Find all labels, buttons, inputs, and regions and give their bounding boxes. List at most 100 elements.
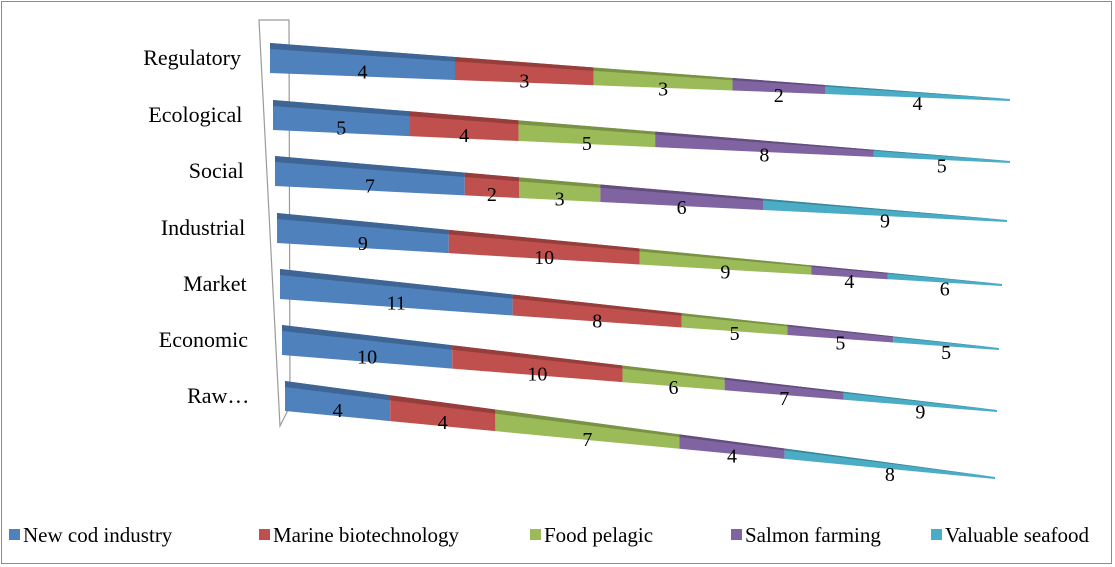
data-label-social-valuable-seafood: 9: [880, 211, 890, 233]
data-label-economic-marine-biotechnology: 10: [527, 363, 547, 385]
data-label-regulatory-salmon-farming: 2: [774, 85, 784, 107]
category-labels: Regulatory Ecological Social Industrial Mark…: [143, 45, 249, 408]
data-label-social-food-pelagic: 3: [555, 188, 565, 210]
bar-face-industrial-food-pelagic: [639, 248, 812, 267]
bar-ecological-food-pelagic: [518, 120, 656, 148]
bar-economic-food-pelagic: [622, 365, 725, 391]
bar-face-market-food-pelagic: [681, 313, 788, 327]
bar-face-industrial-new-cod-industry: [277, 213, 449, 235]
bar-face-economic-marine-biotechnology: [452, 345, 623, 369]
data-label-regulatory-marine-biotechnology: 3: [519, 70, 529, 92]
category-label-social: Social: [189, 158, 244, 183]
data-label-regulatory-new-cod-industry: 4: [358, 61, 368, 83]
bar-face-ecological-food-pelagic: [518, 120, 656, 135]
category-label-raw: Raw…: [187, 383, 249, 408]
data-label-raw-new-cod-industry: 4: [333, 400, 343, 422]
bar-face-raw-marine-biotechnology: [390, 395, 496, 414]
data-label-regulatory-valuable-seafood: 4: [913, 93, 923, 115]
legend-label-marine-biotechnology: Marine biotechnology: [273, 523, 460, 547]
data-label-economic-new-cod-industry: 10: [357, 346, 377, 368]
legend: New cod industry Marine biotechnology Food…: [9, 523, 1090, 547]
bar-face-social-marine-biotechnology: [464, 172, 519, 182]
data-label-market-salmon-farming: 5: [835, 333, 845, 355]
data-label-ecological-valuable-seafood: 5: [937, 156, 947, 178]
bar-face-social-food-pelagic: [519, 177, 601, 188]
bar-face-economic-valuable-seafood: [843, 391, 997, 410]
bar-face-industrial-valuable-seafood: [887, 272, 1002, 284]
bar-face-regulatory-marine-biotechnology: [455, 57, 594, 71]
data-label-regulatory-food-pelagic: 3: [658, 78, 668, 100]
bar-face-ecological-new-cod-industry: [273, 100, 410, 117]
data-label-social-salmon-farming: 6: [677, 197, 687, 219]
legend-swatch-valuable-seafood: [931, 529, 942, 540]
data-label-social-new-cod-industry: 7: [365, 175, 375, 197]
data-label-market-new-cod-industry: 11: [387, 293, 406, 315]
bar-stack-group: [270, 43, 1010, 479]
category-label-regulatory: Regulatory: [143, 45, 241, 70]
data-label-economic-food-pelagic: 6: [669, 377, 679, 399]
data-label-industrial-new-cod-industry: 9: [358, 233, 368, 255]
data-label-market-valuable-seafood: 5: [941, 342, 951, 364]
data-label-economic-valuable-seafood: 9: [915, 401, 925, 423]
bar-face-market-new-cod-industry: [280, 269, 513, 299]
legend-label-valuable-seafood: Valuable seafood: [945, 523, 1090, 547]
bar-industrial-new-cod-industry: [277, 213, 449, 254]
bar-face-raw-valuable-seafood: [784, 448, 995, 477]
bar-face-regulatory-food-pelagic: [593, 67, 733, 81]
bar-face-market-salmon-farming: [787, 324, 894, 338]
bar-economic-new-cod-industry: [282, 325, 453, 369]
bar-face-raw-salmon-farming: [679, 434, 785, 451]
bar-face-regulatory-valuable-seafood: [825, 85, 1010, 99]
bar-face-social-salmon-farming: [600, 184, 763, 201]
legend-swatch-food-pelagic: [530, 529, 541, 540]
data-label-ecological-salmon-farming: 8: [759, 144, 769, 166]
bar-regulatory-salmon-farming: [732, 78, 825, 94]
data-label-ecological-food-pelagic: 5: [582, 133, 592, 155]
data-label-ecological-new-cod-industry: 5: [336, 117, 346, 139]
bar-face-regulatory-salmon-farming: [732, 78, 825, 87]
data-label-raw-food-pelagic: 7: [582, 429, 592, 451]
data-label-ecological-marine-biotechnology: 4: [459, 125, 469, 147]
data-label-economic-salmon-farming: 7: [779, 388, 789, 410]
bar-face-ecological-salmon-farming: [655, 131, 874, 151]
category-label-ecological: Ecological: [148, 102, 242, 127]
legend-label-food-pelagic: Food pelagic: [544, 523, 653, 547]
bar-face-market-valuable-seafood: [893, 336, 999, 348]
bar-face-ecological-valuable-seafood: [873, 149, 1010, 161]
data-label-industrial-marine-biotechnology: 10: [534, 247, 554, 269]
bar-face-economic-food-pelagic: [622, 365, 725, 380]
category-label-market: Market: [183, 271, 247, 296]
bar-face-raw-food-pelagic: [495, 409, 680, 437]
bar-face-ecological-marine-biotechnology: [409, 111, 519, 125]
data-label-industrial-valuable-seafood: 6: [940, 279, 950, 301]
bar-regulatory-marine-biotechnology: [455, 57, 594, 86]
bar-industrial-salmon-farming: [811, 265, 888, 280]
bar-face-market-marine-biotechnology: [512, 294, 682, 316]
bar-social-new-cod-industry: [275, 156, 465, 196]
data-label-industrial-salmon-farming: 4: [844, 271, 854, 293]
legend-swatch-salmon-farming: [731, 529, 742, 540]
data-label-raw-marine-biotechnology: 4: [438, 412, 448, 434]
bar-regulatory-new-cod-industry: [270, 43, 455, 80]
category-label-economic: Economic: [159, 327, 248, 352]
bar-face-industrial-marine-biotechnology: [448, 229, 640, 252]
bar-face-regulatory-new-cod-industry: [270, 43, 455, 62]
bar-raw-salmon-farming: [679, 434, 785, 459]
legend-label-new-cod-industry: New cod industry: [23, 523, 173, 547]
bar-face-economic-new-cod-industry: [282, 325, 453, 350]
data-label-social-marine-biotechnology: 2: [487, 184, 497, 206]
legend-swatch-new-cod-industry: [9, 529, 20, 540]
data-label-industrial-food-pelagic: 9: [720, 261, 730, 283]
data-label-raw-salmon-farming: 4: [727, 446, 737, 468]
bar-face-economic-salmon-farming: [724, 377, 844, 394]
bar-raw-new-cod-industry: [285, 381, 391, 422]
legend-label-salmon-farming: Salmon farming: [745, 523, 881, 547]
data-labels: 4 3 3 2 4 5 4 5 8 5 7 2 3 6 9 9 10 9 4 6 11 8 5 5 5 10 10 6 7 9 4 4 7 4 8: [333, 61, 952, 486]
bar-face-industrial-salmon-farming: [811, 265, 888, 274]
bar-regulatory-food-pelagic: [593, 67, 733, 91]
data-label-market-food-pelagic: 5: [730, 323, 740, 345]
legend-swatch-marine-biotechnology: [259, 529, 270, 540]
bar-face-social-valuable-seafood: [763, 198, 1007, 220]
